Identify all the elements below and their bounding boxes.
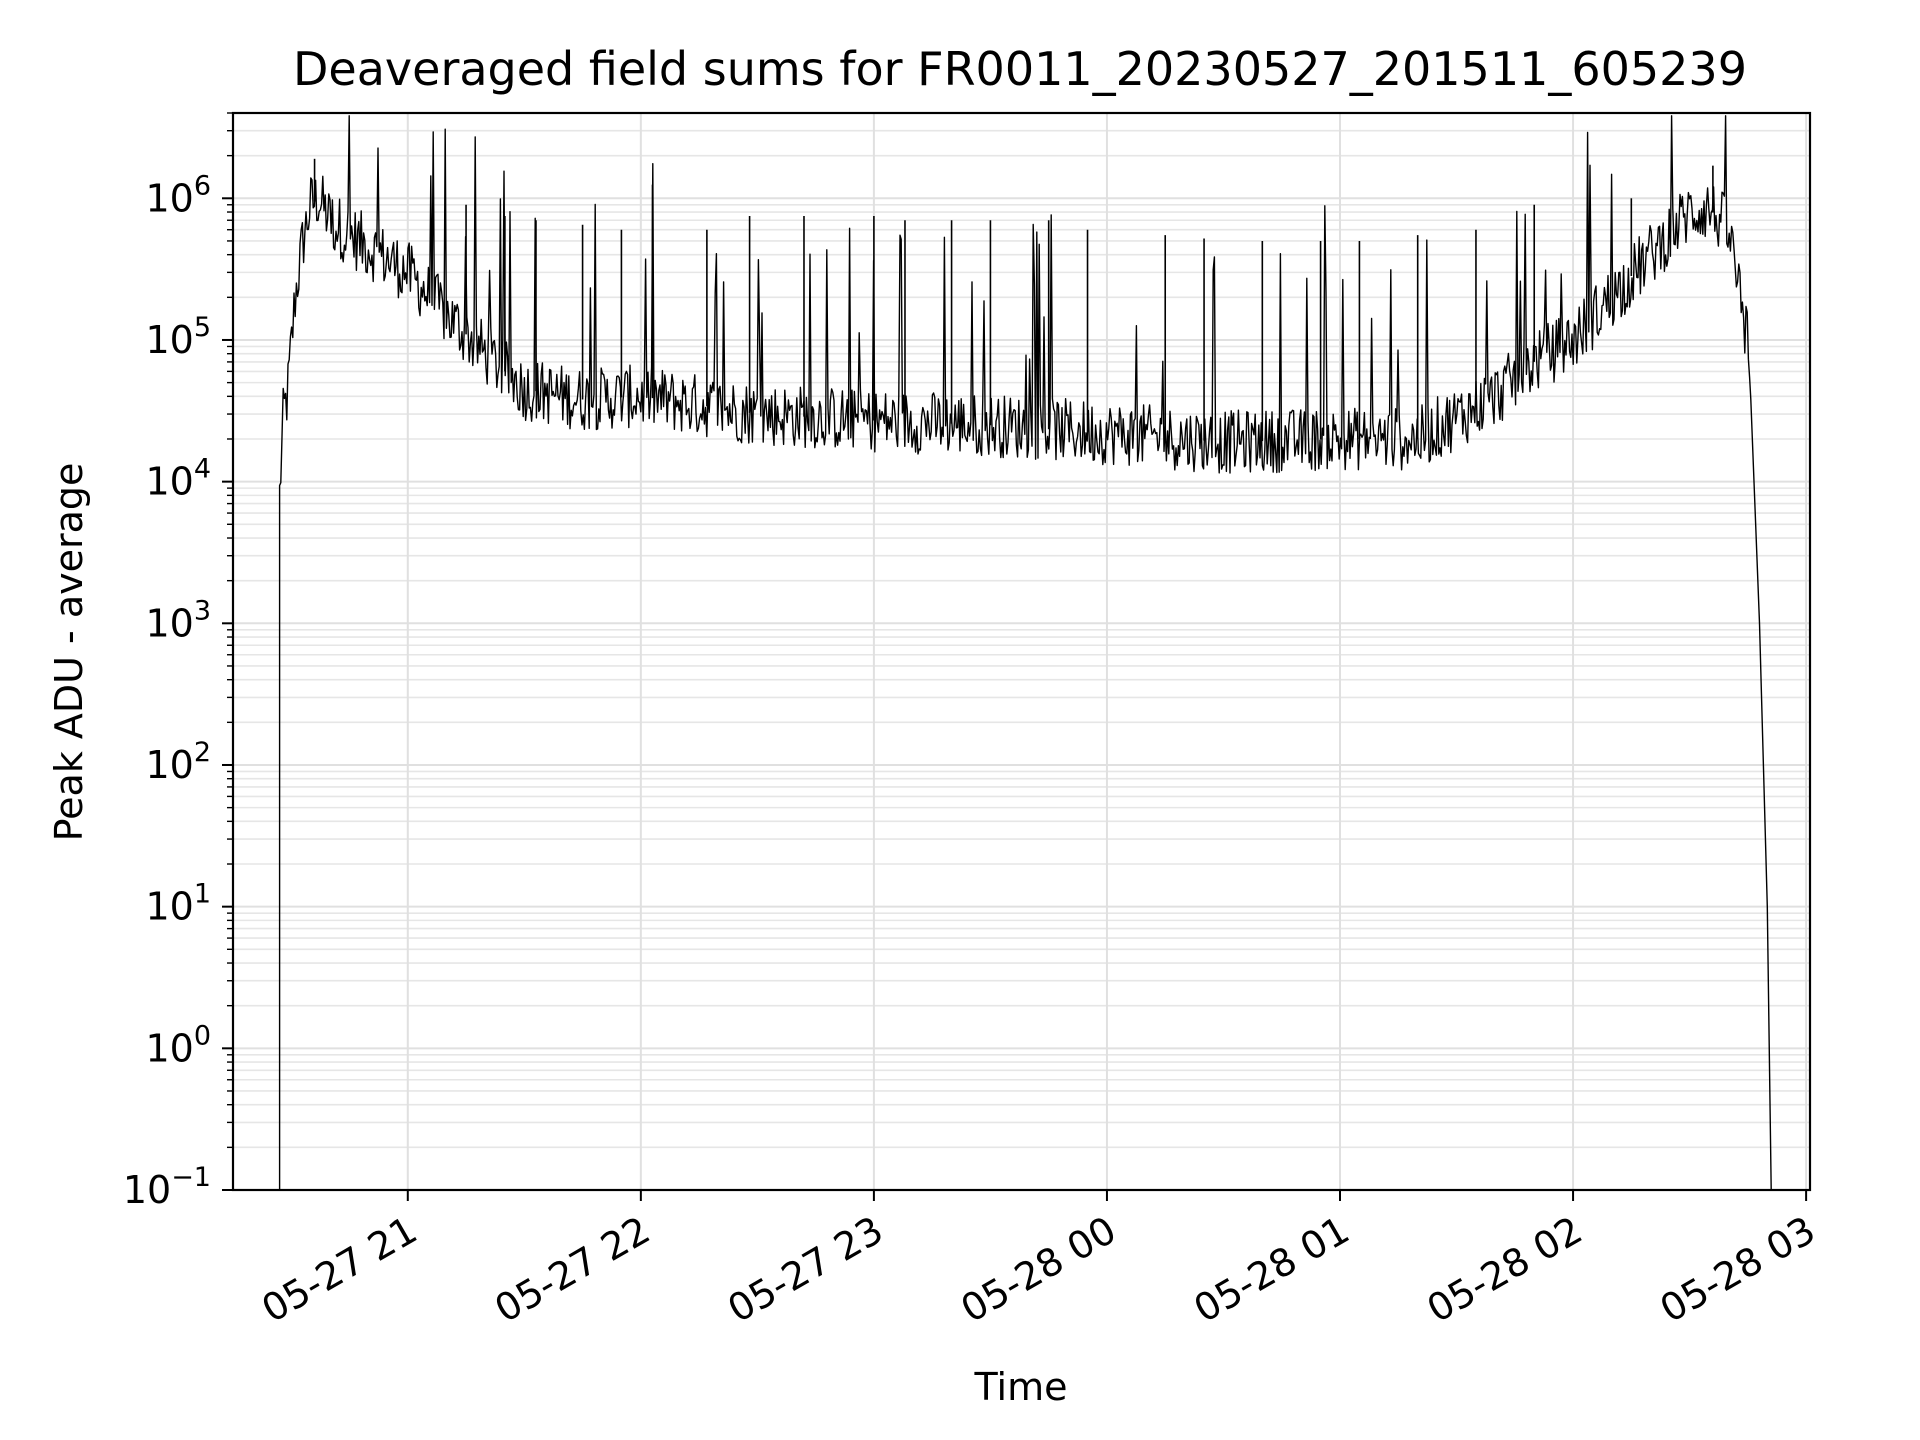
- x-axis-label: Time: [974, 1365, 1068, 1409]
- series-line: [278, 115, 1772, 1191]
- series-layer: [278, 115, 1772, 1191]
- minor-gridlines: [233, 112, 1810, 1149]
- y-tick-label: 106: [145, 170, 211, 220]
- chart-title: Deaveraged field sums for FR0011_2023052…: [293, 42, 1747, 96]
- y-axis-label: Peak ADU - average: [47, 463, 91, 842]
- y-tick-label: 102: [145, 737, 211, 787]
- y-tick-label: 100: [145, 1020, 211, 1070]
- plot-area: [231, 111, 1812, 1192]
- y-tick-label: 101: [145, 879, 211, 929]
- y-tick-label: 10−1: [123, 1162, 211, 1212]
- y-tick-label: 104: [145, 454, 211, 504]
- axes-frame: [231, 111, 1812, 1192]
- major-gridlines: [233, 113, 1810, 1191]
- y-axis-ticks: 10−1 100 101 102 103 104 105 106: [123, 112, 233, 1212]
- y-tick-label: 103: [145, 595, 211, 645]
- y-tick-label: 105: [145, 312, 211, 362]
